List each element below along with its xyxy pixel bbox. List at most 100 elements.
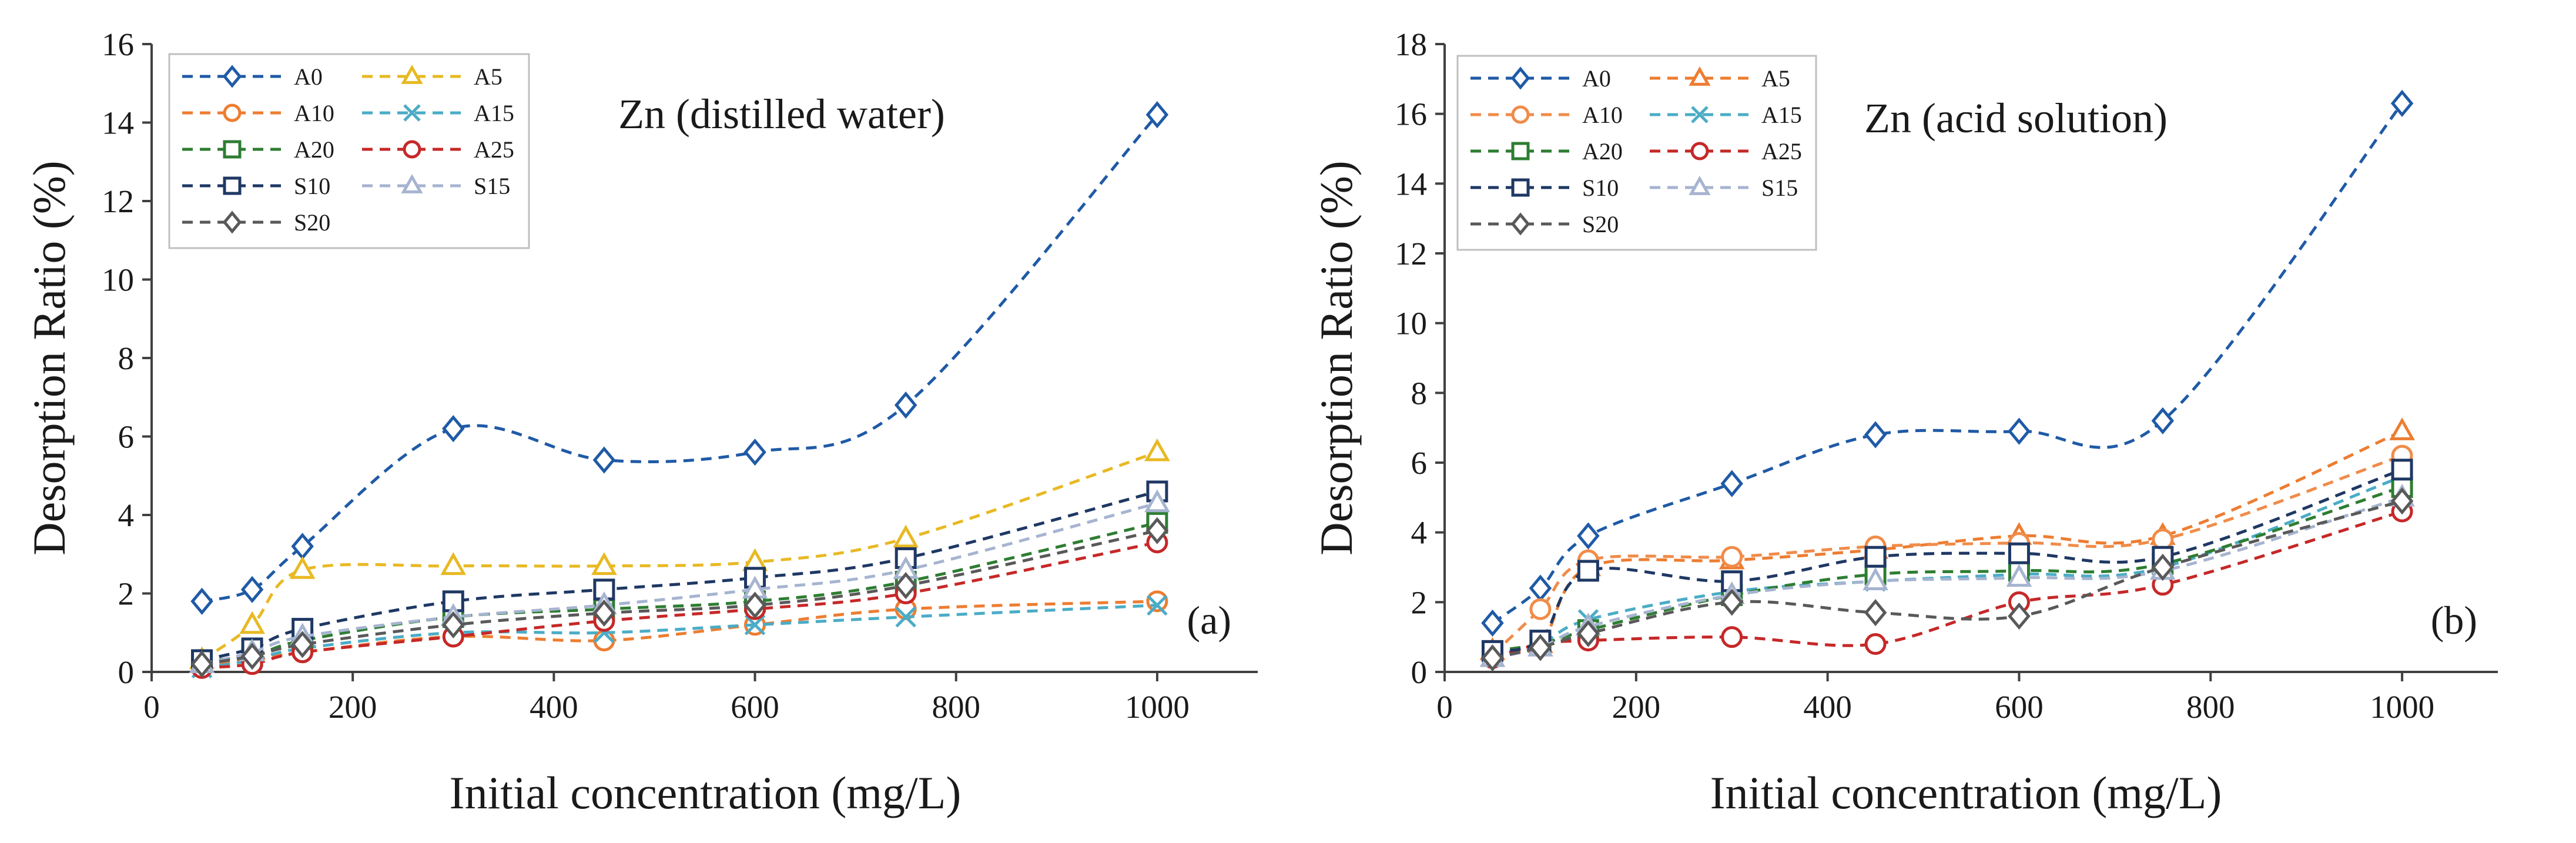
data-point <box>440 552 467 576</box>
series-A20 <box>191 511 1168 671</box>
series-line <box>1492 510 2403 660</box>
data-point <box>240 643 264 670</box>
legend-label: A25 <box>474 136 514 163</box>
y-tick-label: 6 <box>1411 445 1428 481</box>
data-point <box>743 439 766 466</box>
x-tick-label: 600 <box>1995 689 2044 725</box>
legend-label: A15 <box>1761 102 1802 128</box>
data-point <box>2389 417 2415 440</box>
data-point <box>1863 567 1888 591</box>
data-point <box>1146 590 1168 613</box>
data-point <box>1720 470 1743 497</box>
y-axis-title: Desorption Ratio (%) <box>1311 160 1362 556</box>
legend-entry-S20: S20 <box>1470 211 1619 237</box>
legend-entry-A15: A15 <box>362 100 514 126</box>
y-tick-label: 0 <box>118 654 135 690</box>
data-point <box>2151 553 2175 581</box>
legend-label: A10 <box>1582 102 1623 128</box>
data-point <box>1721 626 1743 648</box>
legend-label: A5 <box>1761 65 1790 92</box>
series-line <box>202 604 1158 670</box>
series-line <box>1492 475 2403 656</box>
y-tick-label: 16 <box>102 26 134 62</box>
y-tick-label: 2 <box>1411 584 1428 620</box>
data-point <box>1147 594 1168 616</box>
series-line <box>201 450 1158 662</box>
x-tick-label: 0 <box>143 689 160 725</box>
data-point <box>591 552 617 576</box>
data-point <box>1144 489 1170 513</box>
series-S10 <box>191 480 1168 671</box>
data-point <box>2390 89 2414 117</box>
series-A10 <box>1481 444 2413 665</box>
legend-marker <box>1690 142 1709 160</box>
legend-marker <box>403 140 421 159</box>
series-S20 <box>1481 487 2414 672</box>
data-point <box>1577 522 1600 550</box>
series-S15 <box>189 489 1170 673</box>
y-tick-label: 8 <box>1411 375 1428 411</box>
data-point <box>190 587 213 615</box>
y-tick-label: 16 <box>1395 96 1427 132</box>
data-point <box>442 415 465 443</box>
legend-marker <box>1511 105 1530 124</box>
x-tick-label: 400 <box>530 689 578 725</box>
x-tick-label: 800 <box>2186 689 2235 725</box>
data-point <box>1864 546 1887 568</box>
x-tick-label: 200 <box>1612 689 1661 725</box>
data-point <box>743 591 766 619</box>
data-point <box>291 631 314 658</box>
data-point <box>2391 459 2413 481</box>
legend-marker <box>223 176 242 195</box>
data-point <box>1721 546 1743 568</box>
series-A10 <box>191 590 1168 675</box>
legend-label: A0 <box>294 63 323 90</box>
legend: A0 A5 A10 A15 A20 A25 S10 S15 S20 <box>168 53 530 249</box>
y-tick-label: 18 <box>1395 26 1427 62</box>
legend-marker <box>401 64 423 84</box>
chart-panel-a: 0 200 400 600 800 1000 0 2 4 6 8 10 12 14 16 Initial co… <box>24 26 1258 818</box>
legend-entry-A15: A15 <box>1650 102 1802 128</box>
legend-entry-A10: A10 <box>182 100 334 126</box>
y-tick-label: 4 <box>1411 515 1428 551</box>
legend-marker <box>223 103 242 122</box>
data-point <box>1481 609 1504 637</box>
data-point <box>592 599 616 627</box>
legend-marker <box>1511 142 1530 160</box>
legend-label: A10 <box>294 100 334 126</box>
y-axis-title: Desorption Ratio (%) <box>24 160 75 556</box>
legend-label: S10 <box>294 173 330 199</box>
legend-entry-A0: A0 <box>182 63 323 90</box>
legend-label: A20 <box>1582 138 1623 165</box>
data-point <box>592 446 616 474</box>
data-point <box>2008 417 2031 445</box>
legend-entry-A5: A5 <box>362 63 503 90</box>
data-point <box>2008 602 2031 630</box>
data-point <box>291 533 314 560</box>
legend-marker <box>1510 212 1530 236</box>
y-tick-label: 10 <box>1395 306 1427 342</box>
legend-entry-S15: S15 <box>1650 175 1798 201</box>
x-tick-label: 200 <box>329 689 377 725</box>
series-line <box>202 541 1158 670</box>
legend-marker <box>1510 66 1530 90</box>
legend-entry-A20: A20 <box>182 136 334 163</box>
y-tick-label: 6 <box>118 419 135 455</box>
data-point <box>1145 517 1169 544</box>
legend-entry-S10: S10 <box>182 173 330 199</box>
data-point <box>190 650 213 678</box>
series-A25 <box>1481 500 2413 669</box>
data-point <box>2390 487 2414 515</box>
data-point <box>2006 564 2032 587</box>
data-point <box>1529 574 1552 602</box>
x-tick-label: 1000 <box>2370 689 2434 725</box>
data-point <box>1481 644 1504 672</box>
legend-marker <box>222 210 242 234</box>
legend-label: A20 <box>294 136 334 163</box>
legend-entry-S10: S10 <box>1470 175 1619 201</box>
legend-label: S20 <box>294 209 330 236</box>
legend-label: A25 <box>1761 138 1802 165</box>
chart-panel-b: 0 200 400 600 800 1000 0 2 4 6 8 10 12 14 16 18 Initial … <box>1311 26 2498 818</box>
data-point <box>442 611 465 639</box>
data-point <box>1864 421 1887 449</box>
